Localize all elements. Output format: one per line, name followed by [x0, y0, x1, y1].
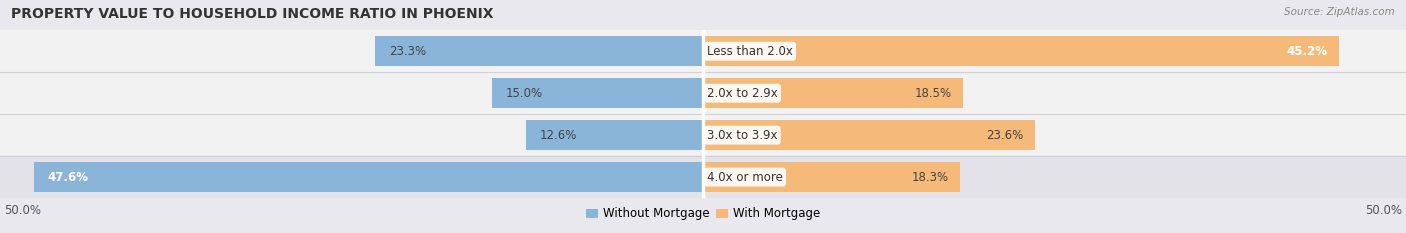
Text: Less than 2.0x: Less than 2.0x: [707, 45, 793, 58]
Bar: [0, 114, 1406, 156]
Bar: [492, 78, 703, 108]
Bar: [703, 78, 963, 108]
Text: PROPERTY VALUE TO HOUSEHOLD INCOME RATIO IN PHOENIX: PROPERTY VALUE TO HOUSEHOLD INCOME RATIO…: [11, 7, 494, 21]
Bar: [34, 162, 703, 192]
Legend: Without Mortgage, With Mortgage: Without Mortgage, With Mortgage: [581, 202, 825, 225]
Text: 2.0x to 2.9x: 2.0x to 2.9x: [707, 87, 778, 100]
Text: 50.0%: 50.0%: [1365, 204, 1402, 217]
Bar: [703, 120, 1035, 150]
Text: 18.3%: 18.3%: [912, 171, 949, 184]
Text: 45.2%: 45.2%: [1286, 45, 1327, 58]
Text: 15.0%: 15.0%: [506, 87, 543, 100]
Bar: [375, 36, 703, 66]
Text: 18.5%: 18.5%: [915, 87, 952, 100]
Bar: [0, 156, 1406, 198]
Bar: [703, 162, 960, 192]
Text: 4.0x or more: 4.0x or more: [707, 171, 783, 184]
Text: Source: ZipAtlas.com: Source: ZipAtlas.com: [1284, 7, 1395, 17]
Text: 50.0%: 50.0%: [4, 204, 41, 217]
Bar: [526, 120, 703, 150]
Text: 3.0x to 3.9x: 3.0x to 3.9x: [707, 129, 778, 142]
Text: 47.6%: 47.6%: [48, 171, 89, 184]
Text: 23.6%: 23.6%: [987, 129, 1024, 142]
Text: 23.3%: 23.3%: [389, 45, 426, 58]
Bar: [0, 30, 1406, 72]
Bar: [0, 72, 1406, 114]
Bar: [703, 36, 1339, 66]
Text: 12.6%: 12.6%: [540, 129, 578, 142]
